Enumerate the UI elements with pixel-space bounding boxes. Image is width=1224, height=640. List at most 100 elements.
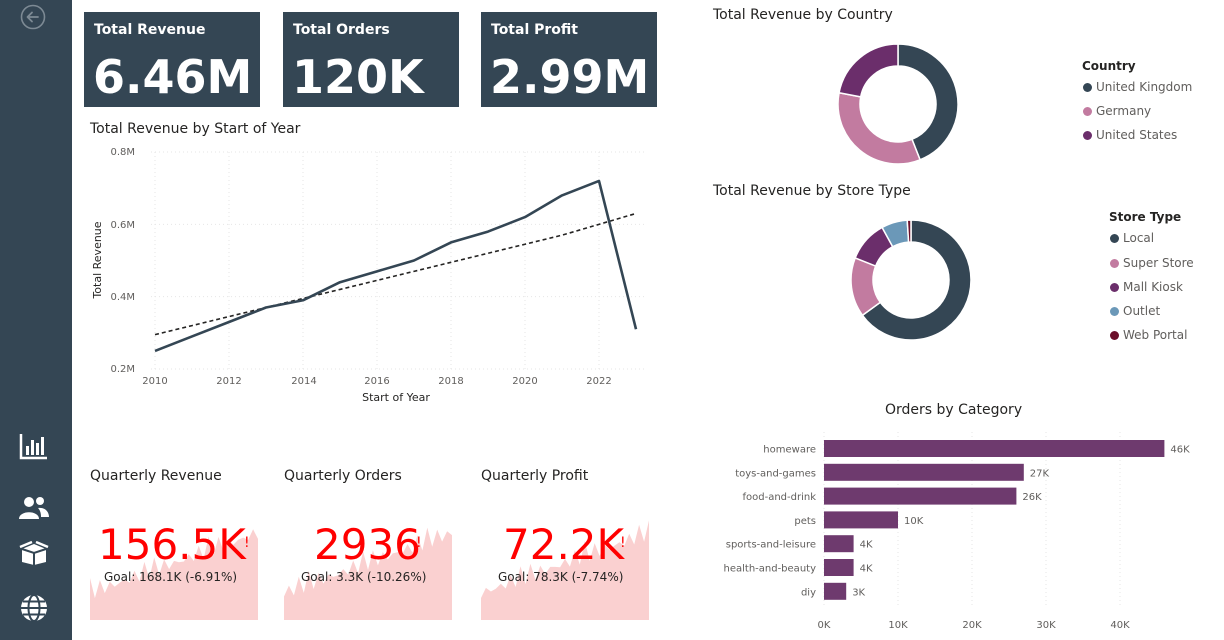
- data-label: 10K: [904, 516, 924, 527]
- x-tick-label: 2018: [438, 376, 463, 387]
- y-axis-title: Total Revenue: [91, 221, 104, 299]
- trend-area: [481, 520, 649, 620]
- store-type-donut-chart[interactable]: [849, 218, 973, 342]
- category-label: sports-and-leisure: [726, 540, 816, 551]
- bar-diy: [824, 582, 847, 600]
- y-tick-label: 0.2M: [110, 364, 135, 375]
- legend-swatch: [1083, 82, 1092, 92]
- y-tick-label: 0.4M: [110, 292, 135, 303]
- legend-item-outlet[interactable]: Outlet: [1110, 304, 1160, 318]
- quarterly-profit-goal: Goal: 78.3K (-7.74%): [498, 570, 624, 584]
- card-value: 120K: [292, 50, 424, 104]
- legend-label: Outlet: [1123, 304, 1161, 318]
- store-type-legend-title: Store Type: [1109, 210, 1182, 224]
- y-tick-label: 0.6M: [110, 220, 135, 231]
- quarterly-profit-value[interactable]: 72.2K: [503, 520, 625, 569]
- data-label: 26K: [1022, 492, 1042, 503]
- country-chart-title: Total Revenue by Country: [713, 7, 893, 23]
- legend-item-germany[interactable]: Germany: [1083, 104, 1151, 118]
- quarterly-orders-trend-area: [284, 527, 452, 620]
- quarterly-revenue-value[interactable]: 156.5K: [98, 520, 246, 569]
- country-legend-title: Country: [1082, 59, 1136, 73]
- x-tick-label: 2014: [291, 376, 316, 387]
- country-donut-chart[interactable]: [836, 42, 960, 166]
- x-tick-label: 2022: [586, 376, 611, 387]
- bar-chart-icon[interactable]: [14, 428, 54, 464]
- legend-item-united-states[interactable]: United States: [1083, 128, 1177, 142]
- globe-icon[interactable]: [14, 590, 54, 626]
- alert-icon: !: [244, 535, 250, 551]
- category-label: pets: [794, 516, 816, 527]
- card-value: 2.99M: [490, 50, 650, 104]
- donut-slice-local: [861, 219, 972, 341]
- donut-slice-germany: [837, 91, 922, 165]
- legend-label: United Kingdom: [1096, 80, 1193, 94]
- legend-label: Germany: [1096, 104, 1152, 118]
- trend-line: [154, 212, 637, 336]
- bar-pets: [824, 511, 898, 529]
- legend-label: Mall Kiosk: [1123, 280, 1183, 294]
- users-icon[interactable]: [14, 490, 54, 526]
- box-icon[interactable]: [14, 535, 54, 571]
- x-axis-title: Start of Year: [362, 391, 430, 404]
- quarterly-revenue-trend-area: [90, 529, 258, 620]
- total-revenue-card[interactable]: Total Revenue 6.46M: [84, 12, 260, 107]
- legend-item-web-portal[interactable]: Web Portal: [1110, 328, 1187, 342]
- x-tick-label: 2010: [142, 376, 167, 387]
- trend-area: [90, 529, 258, 620]
- category-label: toys-and-games: [735, 468, 816, 479]
- donut-slice-web-portal: [906, 219, 912, 243]
- legend-item-super-store[interactable]: Super Store: [1110, 256, 1194, 270]
- x-tick-label: 0K: [818, 620, 831, 631]
- card-title: Total Orders: [293, 22, 390, 38]
- back-arrow-icon[interactable]: [20, 4, 46, 30]
- revenue-line-chart[interactable]: 0.8M 0.6M 0.4M 0.2M Total Revenue 2010 2…: [84, 140, 664, 410]
- x-tick-label: 40K: [1110, 620, 1130, 631]
- y-tick-label: 0.8M: [110, 147, 135, 158]
- legend-swatch: [1110, 258, 1119, 268]
- trend-area: [284, 527, 452, 620]
- quarterly-revenue-goal: Goal: 168.1K (-6.91%): [104, 570, 238, 584]
- legend-label: Super Store: [1123, 256, 1194, 270]
- alert-icon: !: [620, 535, 626, 551]
- revenue-line: [154, 179, 638, 353]
- category-label: homeware: [763, 445, 816, 456]
- data-label: 46K: [1170, 445, 1190, 456]
- category-label: diy: [801, 587, 816, 598]
- quarterly-profit-trend-area: [481, 520, 649, 620]
- quarterly-orders-value[interactable]: 2936: [314, 520, 421, 569]
- category-chart-title: Orders by Category: [885, 402, 1023, 418]
- orders-by-category-chart[interactable]: 0K 10K 20K 30K 40K homeware 46K toys-and-g…: [700, 430, 1220, 635]
- total-profit-card[interactable]: Total Profit 2.99M: [481, 12, 657, 107]
- bar-food-and-drink: [824, 487, 1017, 505]
- quarterly-profit-title: Quarterly Profit: [481, 468, 589, 484]
- card-title: Total Revenue: [94, 22, 206, 38]
- quarterly-orders-title: Quarterly Orders: [284, 468, 402, 484]
- legend-item-local[interactable]: Local: [1110, 231, 1154, 245]
- x-tick-label: 2020: [512, 376, 537, 387]
- data-label: 3K: [852, 587, 865, 598]
- bar-sports-and-leisure: [824, 535, 854, 553]
- total-orders-card[interactable]: Total Orders 120K: [283, 12, 459, 107]
- legend-label: Web Portal: [1123, 328, 1188, 342]
- legend-item-united-kingdom[interactable]: United Kingdom: [1083, 80, 1192, 94]
- legend-swatch: [1110, 306, 1119, 316]
- quarterly-orders-goal: Goal: 3.3K (-10.26%): [301, 570, 427, 584]
- x-tick-label: 30K: [1036, 620, 1056, 631]
- legend-swatch: [1083, 130, 1092, 140]
- bar-health-and-beauty: [824, 559, 854, 576]
- x-tick-label: 2012: [216, 376, 241, 387]
- store-type-chart-title: Total Revenue by Store Type: [713, 183, 911, 199]
- bar-toys-and-games: [824, 463, 1024, 481]
- x-tick-label: 20K: [962, 620, 982, 631]
- data-label: 27K: [1030, 468, 1050, 479]
- legend-swatch: [1110, 233, 1119, 243]
- legend-swatch: [1083, 106, 1092, 116]
- legend-swatch: [1110, 282, 1119, 292]
- quarterly-revenue-title: Quarterly Revenue: [90, 468, 222, 484]
- legend-item-mall-kiosk[interactable]: Mall Kiosk: [1110, 280, 1183, 294]
- bar-homeware: [824, 440, 1165, 457]
- x-tick-label: 2016: [364, 376, 389, 387]
- donut-slice-united-states: [838, 43, 899, 98]
- data-label: 4K: [860, 564, 873, 575]
